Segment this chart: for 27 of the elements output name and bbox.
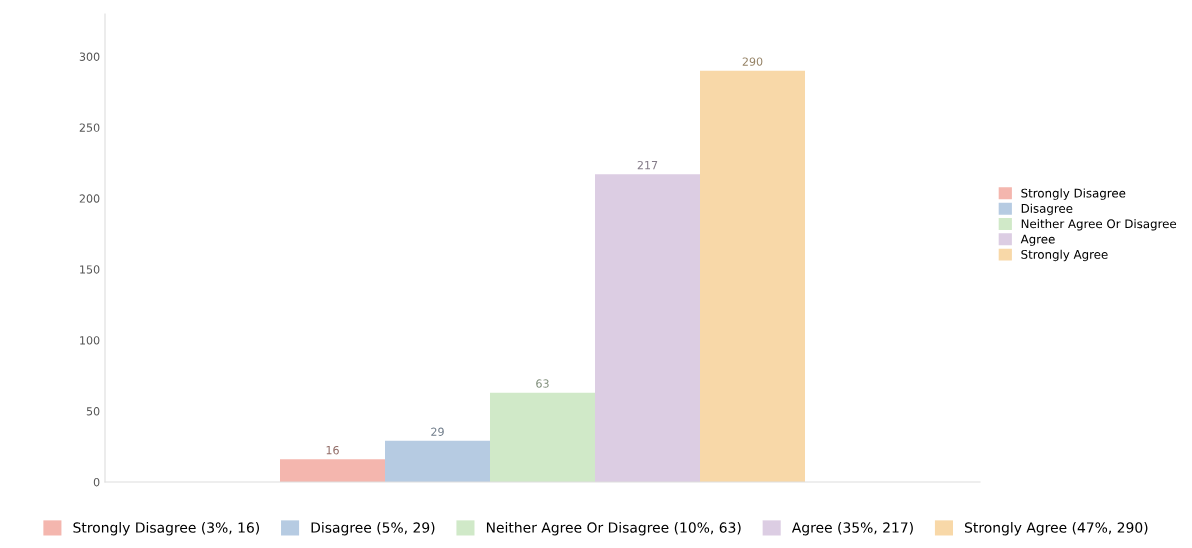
text: Disagree (5%, 29) xyxy=(311,522,435,536)
legend-label: Agree xyxy=(1020,234,1055,246)
legend-label: Strongly Agree xyxy=(1021,249,1108,262)
text: Neither Agree Or Disagree (10%, 63) xyxy=(486,522,741,536)
legend-label: Disagree xyxy=(1021,203,1073,216)
bar xyxy=(595,174,700,482)
text: Strongly Disagree (3%, 16) xyxy=(73,522,260,536)
bar xyxy=(700,70,805,482)
data-label: 63 xyxy=(536,379,549,388)
y-tick-label: 150 xyxy=(80,265,100,274)
bar xyxy=(280,459,385,482)
text: Agree (35%, 217) xyxy=(791,522,913,536)
y-tick-label: 50 xyxy=(86,407,100,416)
data-label: 29 xyxy=(431,427,444,436)
y-tick-label: 200 xyxy=(79,194,100,203)
data-label: 217 xyxy=(637,160,658,170)
y-tick-label: 0 xyxy=(93,477,100,487)
data-label: 290 xyxy=(742,57,763,66)
y-tick-label: 100 xyxy=(80,336,100,345)
text: Strongly Agree (47%, 290) xyxy=(965,522,1148,536)
y-tick-label: 250 xyxy=(79,123,100,132)
legend-label: Neither Agree Or Disagree xyxy=(1021,219,1177,231)
bar xyxy=(490,392,595,482)
data-label: 16 xyxy=(326,445,339,455)
y-tick-label: 300 xyxy=(79,52,100,61)
bar xyxy=(385,440,490,482)
legend-label: Strongly Disagree xyxy=(1021,188,1126,200)
